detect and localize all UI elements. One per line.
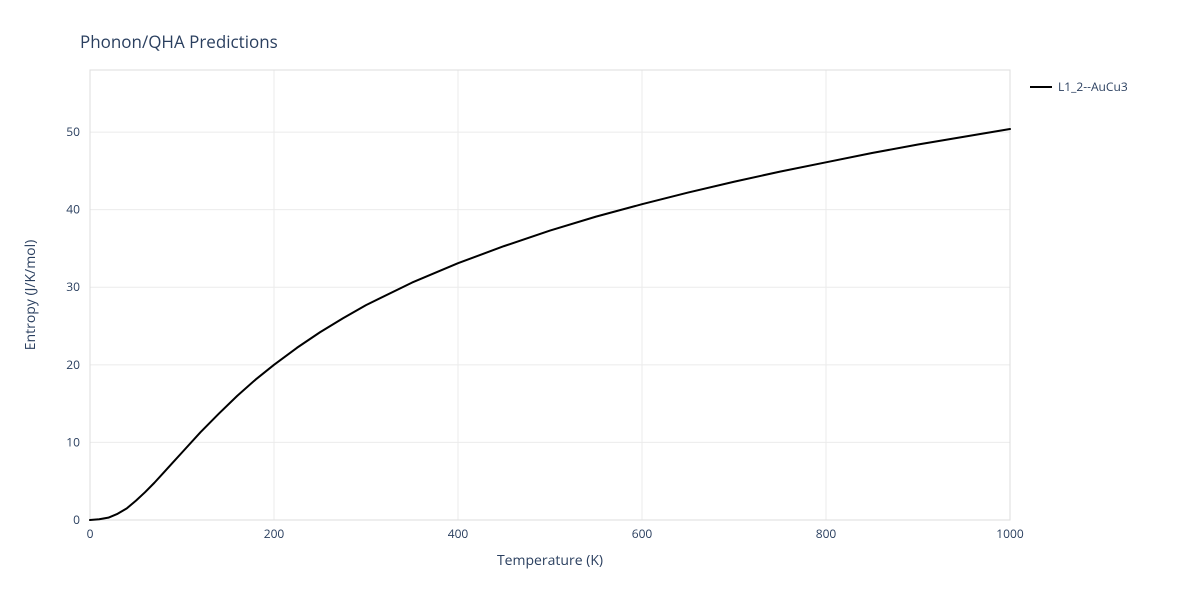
svg-text:200: 200 [264,525,285,542]
svg-text:50: 50 [66,123,80,140]
legend-swatch [1030,86,1052,88]
svg-text:20: 20 [66,356,80,373]
svg-text:0: 0 [87,525,94,542]
svg-text:Entropy (J/K/mol): Entropy (J/K/mol) [21,240,40,351]
svg-text:30: 30 [66,278,80,295]
legend-label: L1_2--AuCu3 [1058,78,1128,95]
svg-text:0: 0 [73,511,80,528]
svg-text:Temperature (K): Temperature (K) [497,551,603,570]
svg-text:400: 400 [448,525,469,542]
legend: L1_2--AuCu3 [1030,78,1128,95]
chart-svg: 0 200 400 600 800 1000 0 10 20 30 40 50 Temperature … [0,0,1200,600]
svg-text:40: 40 [66,201,80,218]
chart-container: { "chart": { "type": "line", "title": "P… [0,0,1200,600]
svg-text:1000: 1000 [996,525,1024,542]
svg-text:800: 800 [816,525,837,542]
svg-text:10: 10 [66,433,80,450]
svg-text:600: 600 [632,525,653,542]
